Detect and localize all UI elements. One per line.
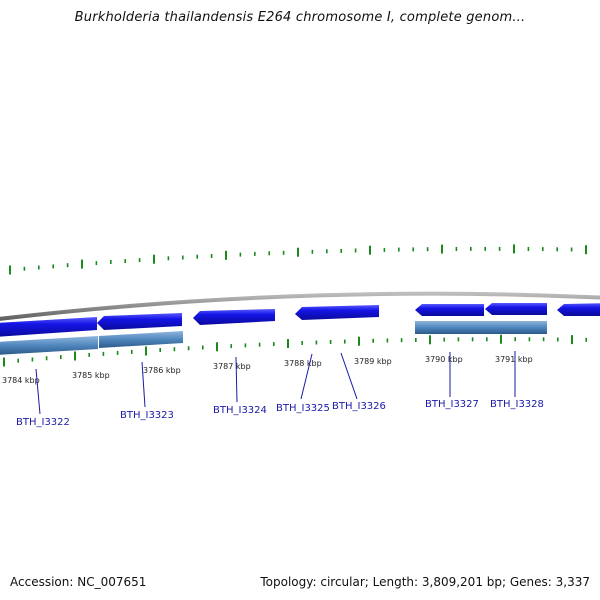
position-label: 3784 kbp bbox=[2, 376, 40, 385]
position-label: 3786 kbp bbox=[143, 366, 181, 375]
gene-block[interactable] bbox=[99, 331, 183, 348]
gene-connector bbox=[340, 352, 358, 400]
gene-label-bth-i3324[interactable]: BTH_I3324 bbox=[213, 405, 267, 416]
gene-connector bbox=[235, 356, 238, 403]
position-labels: 3784 kbp 3785 kbp 3786 kbp 3787 kbp 3788… bbox=[2, 355, 533, 385]
inner-tick-row bbox=[3, 334, 588, 367]
gene-arrow[interactable] bbox=[97, 313, 182, 330]
gene-arrow[interactable] bbox=[0, 317, 97, 337]
gene-label-connectors bbox=[35, 351, 516, 415]
accession-text: Accession: NC_007651 bbox=[10, 575, 147, 589]
position-label: 3791 kbp bbox=[495, 355, 533, 364]
map-title: Burkholderia thailandensis E264 chromoso… bbox=[74, 10, 526, 25]
gene-label-bth-i3325[interactable]: BTH_I3325 bbox=[276, 403, 330, 414]
forward-strand-genes bbox=[0, 303, 600, 337]
gene-connector bbox=[141, 361, 146, 408]
gene-label-bth-i3328[interactable]: BTH_I3328 bbox=[490, 399, 544, 410]
position-label: 3785 kbp bbox=[72, 371, 110, 380]
topology-summary: Topology: circular; Length: 3,809,201 bp… bbox=[260, 575, 590, 589]
outer-tick-row bbox=[9, 244, 587, 275]
gene-label-bth-i3323[interactable]: BTH_I3323 bbox=[120, 410, 174, 421]
position-label: 3787 kbp bbox=[213, 362, 251, 371]
gene-connector bbox=[35, 368, 41, 415]
gene-arrow[interactable] bbox=[415, 304, 484, 316]
gene-arrow[interactable] bbox=[557, 303, 600, 316]
gene-arrow[interactable] bbox=[485, 303, 547, 315]
chromosome-backbone bbox=[0, 291, 600, 321]
position-label: 3790 kbp bbox=[425, 355, 463, 364]
gene-block[interactable] bbox=[415, 321, 547, 334]
gene-label-bth-i3322[interactable]: BTH_I3322 bbox=[16, 417, 70, 428]
reverse-strand-genes bbox=[0, 321, 547, 355]
gene-arrow[interactable] bbox=[193, 309, 275, 325]
gene-connector bbox=[300, 353, 313, 400]
gene-labels: BTH_I3322 BTH_I3323 BTH_I3324 BTH_I3325 … bbox=[16, 399, 544, 428]
gene-arrow[interactable] bbox=[295, 305, 379, 320]
position-label: 3789 kbp bbox=[354, 357, 392, 366]
position-label: 3788 kbp bbox=[284, 359, 322, 368]
gene-label-bth-i3326[interactable]: BTH_I3326 bbox=[332, 401, 386, 412]
gene-label-bth-i3327[interactable]: BTH_I3327 bbox=[425, 399, 479, 410]
gene-block[interactable] bbox=[0, 336, 98, 355]
